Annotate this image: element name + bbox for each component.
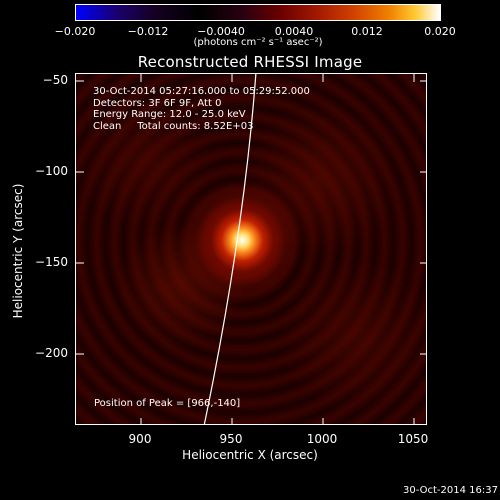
info-energy: Energy Range: 12.0 - 25.0 keV bbox=[93, 109, 246, 120]
y-tick-label: −100 bbox=[35, 164, 68, 178]
timestamp: 30-Oct-2014 16:37 bbox=[403, 485, 498, 496]
limb-overlay bbox=[76, 74, 426, 424]
y-ticks bbox=[76, 80, 426, 355]
peak-position-label: Position of Peak = [966,-140] bbox=[94, 398, 241, 409]
plot-title: Reconstructed RHESSI Image bbox=[137, 53, 363, 71]
colorbar bbox=[75, 4, 441, 21]
y-tick-label: −200 bbox=[35, 346, 68, 360]
colorbar-tick-label: 0.0040 bbox=[274, 25, 314, 38]
y-tick-label: −150 bbox=[35, 255, 68, 269]
image-plot bbox=[75, 73, 427, 425]
colorbar-tick-label: −0.020 bbox=[54, 25, 96, 38]
colorbar-units: (photons cm⁻² s⁻¹ asec⁻²) bbox=[193, 37, 323, 48]
colorbar-tick-label: 0.012 bbox=[351, 25, 383, 38]
x-tick-label: 950 bbox=[219, 432, 243, 446]
solar-limb-line bbox=[203, 74, 257, 424]
info-detectors: Detectors: 3F 6F 9F, Att 0 bbox=[93, 97, 222, 109]
y-tick-label: −50 bbox=[42, 73, 68, 87]
y-axis-title: Heliocentric Y (arcsec) bbox=[11, 183, 25, 319]
x-tick-label: 900 bbox=[128, 432, 152, 446]
info-block: 30-Oct-2014 05:27:16.000 to 05:29:52.000… bbox=[93, 86, 310, 132]
x-tick-label: 1050 bbox=[397, 432, 429, 446]
colorbar-tick-label: −0.012 bbox=[127, 25, 169, 38]
x-ticks bbox=[140, 74, 415, 424]
info-time-range: 30-Oct-2014 05:27:16.000 to 05:29:52.000 bbox=[93, 86, 310, 97]
info-clean: Clean Total counts: 8.52E+03 bbox=[93, 120, 254, 132]
x-axis-title: Heliocentric X (arcsec) bbox=[182, 448, 318, 462]
colorbar-tick-label: 0.020 bbox=[424, 25, 456, 38]
x-tick-label: 1000 bbox=[306, 432, 338, 446]
colorbar-tick-label: −0.0040 bbox=[197, 25, 245, 38]
